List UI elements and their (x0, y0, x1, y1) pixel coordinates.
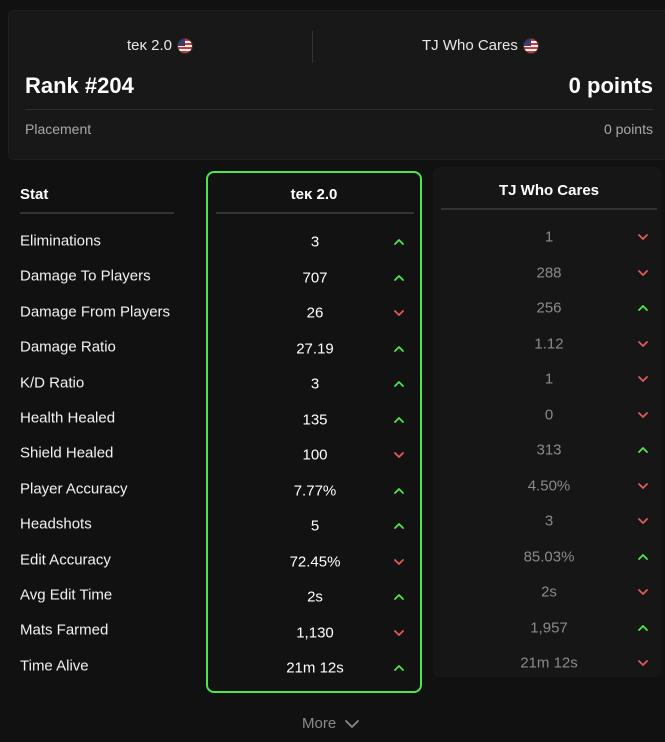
stat-label: Avg Edit Time (20, 586, 113, 604)
player2-stat-value: 85.03% (523, 548, 575, 565)
header-divider (312, 31, 313, 63)
chevron-down-icon (638, 374, 648, 384)
stat-label: K/D Ratio (20, 374, 85, 392)
chevron-down-icon (638, 339, 648, 349)
chevron-down-icon (394, 308, 404, 318)
stat-label: Health Healed (20, 409, 116, 427)
chevron-down-icon (638, 658, 648, 668)
us-flag-icon (178, 38, 193, 53)
player2-stat-value: 0 (544, 406, 554, 423)
stat-column: Stat (20, 185, 175, 214)
player1-name[interactable]: teĸ 2.0 (127, 37, 193, 54)
chevron-up-icon (638, 303, 648, 313)
player2-stat-value: 1,957 (530, 619, 568, 636)
stat-column-header: Stat (20, 186, 49, 203)
player2-stat-value: 313 (536, 441, 562, 459)
chevron-down-icon (638, 587, 648, 597)
player2-stat-value: 1 (544, 228, 554, 246)
stat-label: Damage To Players (20, 267, 151, 285)
player2-name[interactable]: TJ Who Cares (422, 37, 538, 54)
player1-stat-value: 72.45% (289, 553, 341, 570)
chevron-up-icon (394, 521, 404, 531)
stat-label: Time Alive (20, 657, 89, 675)
match-header-card: teĸ 2.0 TJ Who Cares Rank #204 0 points … (8, 10, 665, 160)
chevron-down-icon (638, 481, 648, 491)
chevron-up-icon (638, 623, 648, 633)
more-button[interactable]: More (302, 715, 360, 732)
stat-label: Edit Accuracy (20, 551, 111, 569)
stat-label: Player Accuracy (20, 480, 128, 498)
stat-label: Shield Healed (20, 444, 114, 462)
player2-stat-value: 2s (541, 583, 557, 601)
player2-column-header: TJ Who Cares (498, 182, 600, 199)
chevron-up-icon (394, 592, 404, 602)
stat-label: Damage From Players (20, 303, 171, 321)
chevron-up-icon (394, 663, 404, 673)
player1-stat-value: 3 (310, 375, 320, 393)
rank-label: Rank #204 (25, 73, 134, 98)
player1-stat-value: 3 (310, 233, 320, 251)
player2-stat-value: 4.50% (527, 477, 571, 494)
player1-stat-value: 5 (310, 517, 320, 535)
placement-label: Placement (25, 121, 92, 137)
player2-stat-value: 3 (544, 512, 554, 530)
player1-column-header: teĸ 2.0 (290, 186, 338, 203)
player1-header-underline (216, 212, 414, 214)
chevron-up-icon (638, 445, 648, 455)
chevron-down-icon (394, 557, 404, 567)
player2-column (433, 167, 661, 677)
points-label: 0 points (568, 73, 653, 98)
stat-label: Damage Ratio (20, 338, 116, 356)
chevron-down-icon (345, 719, 360, 728)
chevron-down-icon (394, 628, 404, 638)
chevron-up-icon (394, 379, 404, 389)
player1-stat-value: 707 (302, 269, 328, 286)
chevron-down-icon (638, 268, 648, 278)
stat-label: Headshots (20, 515, 92, 533)
chevron-down-icon (394, 450, 404, 460)
player1-stat-value: 27.19 (296, 340, 334, 357)
player1-stat-value: 2s (307, 588, 323, 606)
chevron-up-icon (394, 273, 404, 283)
player2-header-underline (441, 208, 657, 210)
chevron-up-icon (394, 237, 404, 247)
stat-label: Eliminations (20, 232, 101, 250)
stat-label: Mats Farmed (20, 621, 109, 639)
player1-stat-value: 21m 12s (286, 659, 344, 677)
player1-stat-value: 1,130 (296, 624, 334, 641)
chevron-down-icon (638, 232, 648, 242)
stat-header-underline (20, 212, 174, 214)
placement-value: 0 points (603, 121, 653, 137)
player1-stat-value: 135 (302, 411, 328, 428)
player2-stat-value: 256 (536, 299, 562, 317)
chevron-up-icon (394, 415, 404, 425)
chevron-up-icon (394, 344, 404, 354)
player2-stat-value: 1.12 (534, 335, 564, 352)
chevron-down-icon (638, 516, 648, 526)
chevron-up-icon (394, 486, 404, 496)
chevron-up-icon (638, 552, 648, 562)
player1-stat-value: 7.77% (293, 482, 337, 499)
more-label: More (302, 715, 337, 732)
player1-stat-value: 26 (306, 304, 324, 322)
player2-stat-value: 21m 12s (520, 654, 578, 672)
us-flag-icon (523, 38, 538, 53)
chevron-down-icon (638, 410, 648, 420)
player1-stat-value: 100 (302, 446, 328, 464)
player1-column (206, 171, 422, 693)
header-separator (25, 109, 653, 110)
player2-stat-value: 1 (544, 370, 554, 388)
player2-stat-value: 288 (536, 264, 562, 281)
